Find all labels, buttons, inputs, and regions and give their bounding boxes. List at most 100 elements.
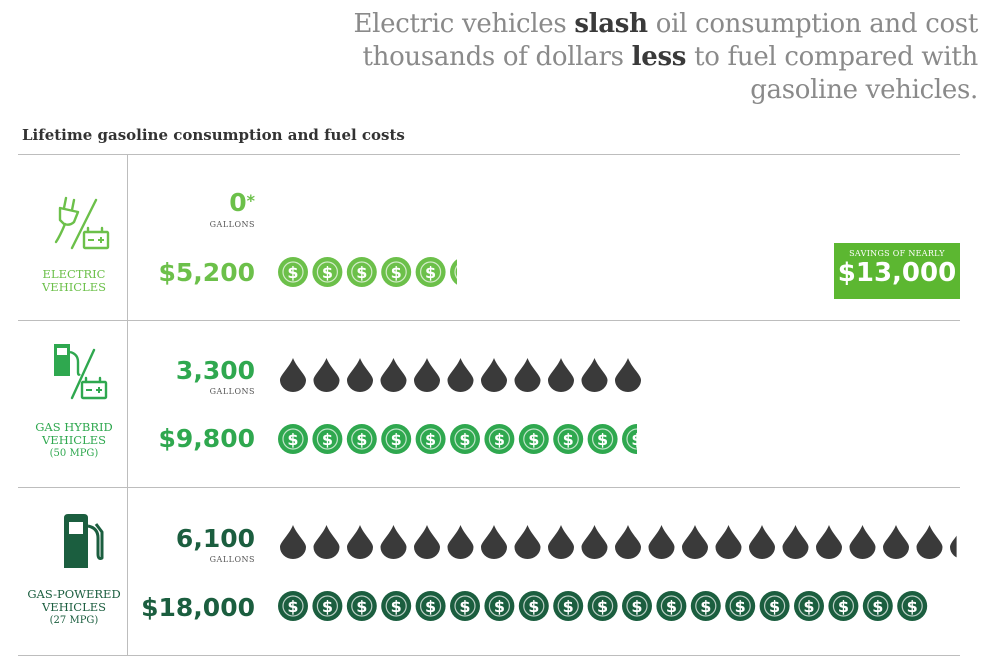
svg-text:$: $ (838, 597, 849, 616)
svg-text:$: $ (391, 263, 402, 282)
dollar-coin-icon: $ (759, 591, 790, 621)
dollar-coin-icon: $ (450, 259, 470, 285)
dollar-coin-icon: $ (381, 591, 412, 621)
svg-text:$: $ (322, 263, 333, 282)
oil-drop-icon (514, 525, 541, 560)
headline: Electric vehicles slash oil consumption … (353, 9, 978, 105)
dollar-coin-icon: $ (862, 591, 893, 621)
oil-drop-icon (280, 525, 306, 560)
savings-badge: SAVINGS OF NEARLY $13,000 (834, 243, 960, 299)
oil-drop-icon (715, 525, 742, 560)
dollar-coin-icon: $ (312, 257, 343, 287)
oil-drop-icon (514, 358, 541, 393)
oil-drop-icon (615, 525, 641, 560)
dollar-coin-icon: $ (312, 424, 343, 454)
dollar-coin-icon: $ (484, 424, 515, 454)
oil-drop-icon (648, 525, 675, 560)
dollar-coin-icon: $ (484, 591, 515, 621)
svg-text:$: $ (391, 597, 402, 616)
cost-value-hybrid: $9,800 (158, 424, 255, 453)
divider-1 (18, 320, 960, 321)
oil-drop-icon (883, 525, 909, 560)
svg-text:$: $ (425, 430, 436, 449)
gas-pump-icon (64, 514, 104, 568)
svg-text:$: $ (563, 597, 574, 616)
svg-text:$: $ (287, 263, 298, 282)
plug-battery-icon (54, 196, 110, 250)
gallons-unit-hybrid: GALLONS (209, 387, 255, 396)
cost-value-electric: $5,200 (158, 258, 255, 287)
oil-drop-icon (414, 525, 440, 559)
svg-text:$: $ (769, 597, 780, 616)
dollar-coin-icon: $ (622, 424, 642, 454)
dollar-coin-icon: $ (828, 591, 859, 621)
oil-drop-icon (615, 358, 641, 393)
svg-text:$: $ (528, 430, 539, 449)
svg-text:$: $ (872, 597, 883, 616)
dollar-coin-icon: $ (897, 591, 928, 621)
dollar-coin-icon: $ (553, 424, 584, 454)
oil-drop-icon (682, 525, 708, 560)
svg-text:$: $ (459, 597, 470, 616)
svg-text:$: $ (322, 430, 333, 449)
svg-text:$: $ (356, 263, 367, 282)
svg-text:$: $ (459, 430, 470, 449)
oil-drop-icon (749, 525, 775, 560)
dollar-coin-icon: $ (553, 591, 584, 621)
dollar-coin-icon: $ (587, 424, 618, 454)
gallons-value-hybrid: 3,300 (175, 356, 255, 385)
oil-drop-icon (347, 358, 373, 393)
dollar-coin-icon: $ (312, 591, 343, 621)
svg-text:$: $ (356, 430, 367, 449)
category-label-hybrid: GAS HYBRID VEHICLES (50 MPG) (35, 420, 113, 460)
divider-bottom (18, 655, 960, 656)
oil-drop-icon (347, 525, 373, 560)
dollar-coin-icon: $ (346, 257, 377, 287)
svg-text:$: $ (391, 430, 402, 449)
gallons-unit-gas: GALLONS (209, 555, 255, 564)
dollar-coin-icon: $ (346, 591, 377, 621)
category-label-electric: ELECTRIC VEHICLES (42, 267, 106, 294)
oil-drop-icon (313, 525, 340, 560)
oil-drop-icon (380, 525, 407, 560)
dollar-coin-icon: $ (278, 591, 308, 621)
oil-drop-icon (581, 525, 608, 560)
svg-text:$: $ (631, 430, 642, 449)
svg-text:$: $ (563, 430, 574, 449)
svg-text:$: $ (287, 430, 298, 449)
dollar-coin-icon: $ (518, 424, 549, 454)
svg-text:$: $ (597, 430, 608, 449)
dollar-coin-icon: $ (450, 591, 480, 621)
svg-text:$: $ (459, 263, 470, 282)
dollar-coin-icon: $ (656, 591, 687, 621)
oil-drop-icon (313, 358, 340, 393)
divider-top (18, 154, 960, 155)
cost-value-gas: $18,000 (141, 593, 255, 622)
gallons-value-electric: 0* (229, 188, 255, 217)
dollar-coin-icon: $ (278, 424, 308, 454)
oil-drop-icon (816, 525, 842, 560)
chart-title: Lifetime gasoline consumption and fuel c… (22, 126, 405, 144)
oil-drop-icon (916, 525, 943, 560)
dollar-coin-icon: $ (415, 424, 446, 454)
oil-drop-icon (447, 358, 474, 393)
svg-text:$: $ (597, 597, 608, 616)
svg-text:$: $ (735, 597, 746, 616)
oil-drop-icon (481, 525, 507, 560)
svg-text:$: $ (803, 597, 814, 616)
svg-text:$: $ (425, 597, 436, 616)
oil-drop-icon (447, 525, 474, 560)
oil-drop-icon (481, 358, 507, 393)
svg-text:$: $ (494, 597, 505, 616)
oil-drop-icon (782, 525, 809, 560)
oil-drop-icon (849, 525, 876, 560)
gallons-unit-electric: GALLONS (209, 220, 255, 229)
oil-drop-icon (548, 525, 574, 560)
dollar-coin-icon: $ (725, 591, 756, 621)
divider-2 (18, 487, 960, 488)
oil-drop-icon (280, 358, 306, 393)
oil-drop-icon (414, 358, 440, 392)
oil-drop-icon (581, 358, 608, 393)
oil-drop-icon (950, 535, 957, 558)
